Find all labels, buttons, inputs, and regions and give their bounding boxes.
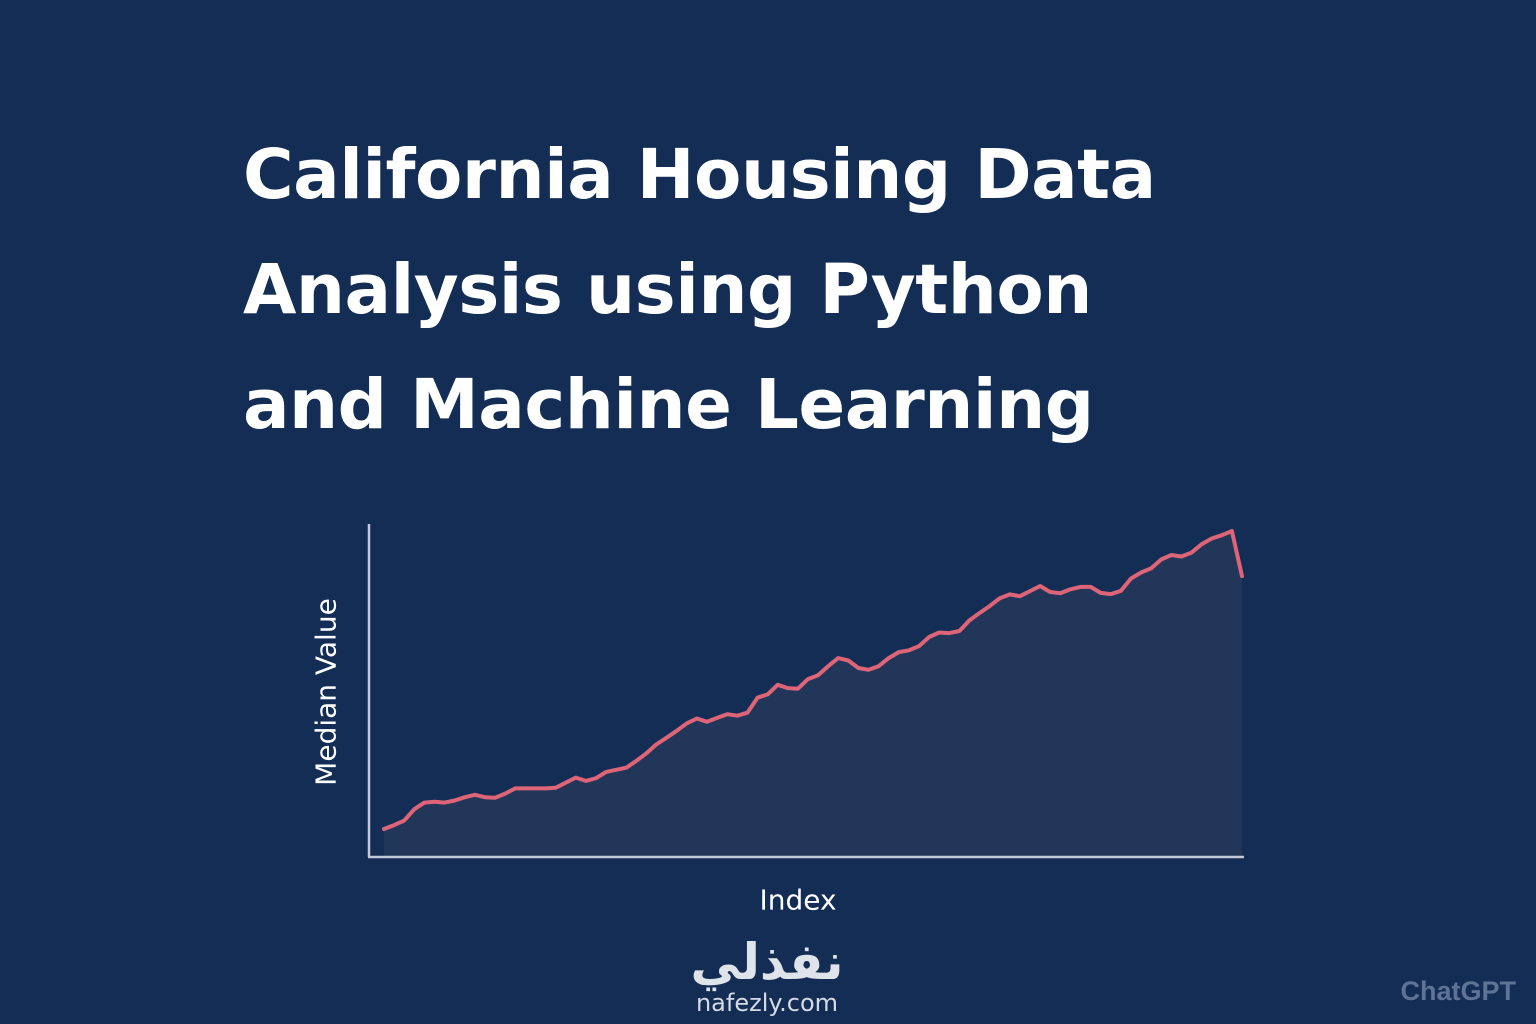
title-line-3: and Machine Learning: [243, 365, 1094, 445]
logo-arabic-wordmark: نفذلي: [690, 933, 844, 991]
chatgpt-watermark: ChatGPT: [1400, 976, 1516, 1006]
chart-y-axis-label: Median Value: [309, 598, 343, 786]
chart-x-axis-label: Index: [759, 883, 837, 917]
page-title: California Housing Data Analysis using P…: [243, 118, 1423, 463]
title-line-2: Analysis using Python: [243, 250, 1092, 330]
chart-area-fill: [384, 531, 1242, 856]
logo-domain: nafezly.com: [695, 989, 839, 1017]
title-line-1: California Housing Data: [243, 135, 1156, 215]
nafezly-logo: نفذلي nafezly.com: [690, 936, 843, 1018]
chart-series-line: [382, 529, 1244, 831]
